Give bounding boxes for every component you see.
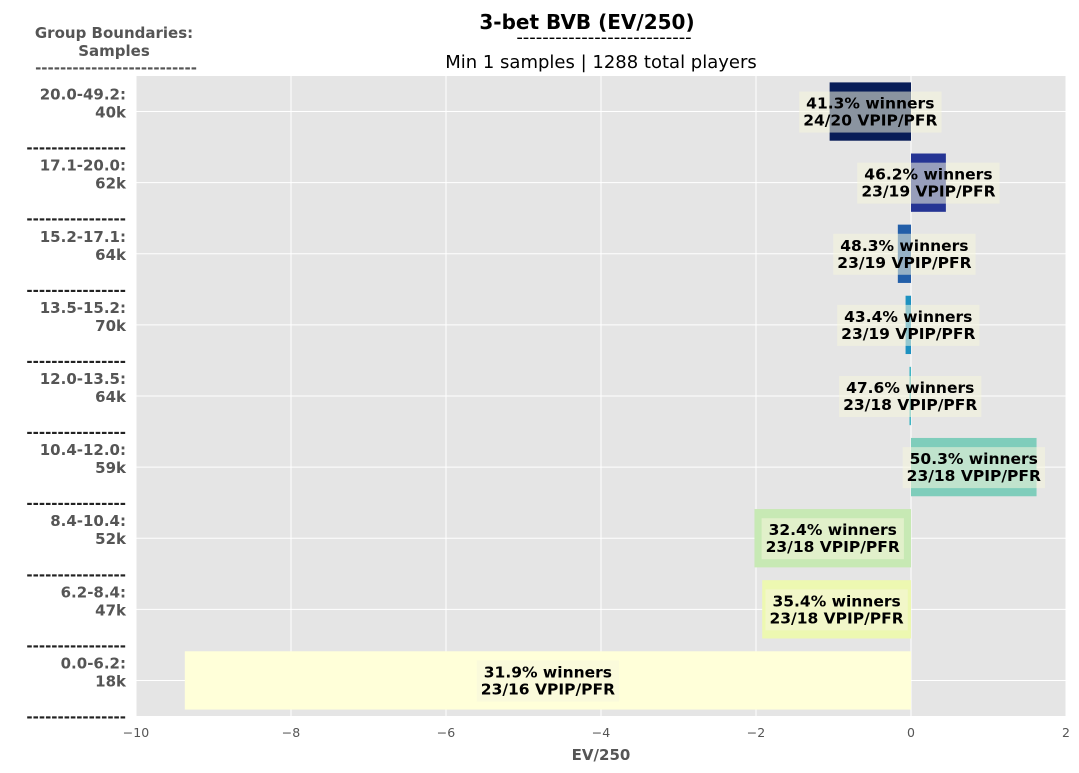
bar-label-winners-5: 50.3% winners [910, 450, 1038, 468]
bar-label-winners-3: 43.4% winners [844, 308, 972, 326]
chart-title: 3-bet BVB (EV/250) [479, 10, 694, 34]
bar-label-winners-0: 41.3% winners [806, 95, 934, 113]
bar-label-vpip-3: 23/19 VPIP/PFR [841, 325, 975, 343]
y-axis-header-rule: -------------------------- [35, 59, 197, 77]
group-samples-label-7: 47k [95, 601, 127, 619]
bar-label-vpip-7: 23/18 VPIP/PFR [769, 609, 903, 627]
group-range-label-1: 17.1-20.0: [40, 157, 126, 175]
x-tick-label-6: 2 [1062, 725, 1070, 740]
bar-label-vpip-6: 23/18 VPIP/PFR [766, 538, 900, 556]
x-tick-label-2: −6 [437, 725, 455, 740]
group-range-label-0: 20.0-49.2: [40, 86, 126, 104]
group-range-label-3: 13.5-15.2: [40, 299, 126, 317]
group-separator-1: ---------------- [26, 210, 126, 228]
bar-label-vpip-2: 23/19 VPIP/PFR [837, 254, 971, 272]
bar-label-box-6 [761, 518, 904, 560]
bar-label-vpip-0: 24/20 VPIP/PFR [803, 112, 937, 130]
group-samples-label-2: 64k [95, 246, 127, 264]
bar-label-vpip-4: 23/18 VPIP/PFR [843, 396, 977, 414]
bar-label-vpip-1: 23/19 VPIP/PFR [861, 183, 995, 201]
group-separator-0: ---------------- [26, 139, 126, 157]
group-separator-7: ---------------- [26, 637, 126, 655]
group-samples-label-1: 62k [95, 175, 127, 193]
bar-label-vpip-8: 23/16 VPIP/PFR [481, 680, 615, 698]
bar-label-winners-8: 31.9% winners [484, 663, 612, 681]
group-separator-6: ---------------- [26, 566, 126, 584]
group-separator-4: ---------------- [26, 424, 126, 442]
chart-subtitle: Min 1 samples | 1288 total players [445, 52, 757, 73]
bar-label-winners-6: 32.4% winners [769, 521, 897, 539]
bar-label-winners-7: 35.4% winners [772, 592, 900, 610]
group-range-label-2: 15.2-17.1: [40, 228, 126, 246]
group-range-label-6: 8.4-10.4: [50, 512, 126, 530]
group-samples-label-5: 59k [95, 459, 127, 477]
bar-label-box-1 [857, 162, 1000, 204]
group-samples-label-8: 18k [95, 672, 127, 690]
group-samples-label-3: 70k [95, 317, 127, 335]
bar-label-winners-4: 47.6% winners [846, 379, 974, 397]
bar-label-vpip-5: 23/18 VPIP/PFR [907, 467, 1041, 485]
group-range-label-7: 6.2-8.4: [61, 583, 126, 601]
bar-label-winners-2: 48.3% winners [840, 237, 968, 255]
group-range-label-8: 0.0-6.2: [61, 654, 126, 672]
x-tick-label-4: −2 [747, 725, 765, 740]
x-tick-label-0: −10 [123, 725, 149, 740]
group-separator-8: ---------------- [26, 708, 126, 726]
bar-label-box-5 [902, 447, 1045, 489]
y-axis-header-line1: Group Boundaries: [35, 24, 193, 42]
y-axis-header-line2: Samples [78, 42, 150, 60]
group-samples-label-6: 52k [95, 530, 127, 548]
x-axis-ticks: −10 −8 −6 −4 −2 0 2 [123, 725, 1070, 740]
y-axis-labels: 20.0-49.2:40k----------------17.1-20.0:6… [26, 86, 127, 726]
x-tick-label-5: 0 [907, 725, 915, 740]
x-axis-label: EV/250 [572, 746, 631, 764]
group-range-label-5: 10.4-12.0: [40, 441, 126, 459]
group-range-label-4: 12.0-13.5: [40, 370, 126, 388]
group-samples-label-0: 40k [95, 104, 127, 122]
x-tick-label-1: −8 [282, 725, 300, 740]
chart-title-rule: --------------------------- [516, 27, 691, 48]
group-separator-2: ---------------- [26, 281, 126, 299]
bar-label-box-0 [799, 91, 942, 133]
bar-label-winners-1: 46.2% winners [864, 166, 992, 184]
group-samples-label-4: 64k [95, 388, 127, 406]
group-separator-3: ---------------- [26, 352, 126, 370]
bar-label-box-7 [765, 589, 908, 631]
bar-label-box-8 [476, 660, 620, 702]
bar-label-box-2 [833, 233, 976, 275]
x-tick-label-3: −4 [592, 725, 610, 740]
bar-label-box-3 [837, 304, 980, 346]
group-separator-5: ---------------- [26, 495, 126, 513]
bar-label-box-4 [839, 376, 982, 417]
